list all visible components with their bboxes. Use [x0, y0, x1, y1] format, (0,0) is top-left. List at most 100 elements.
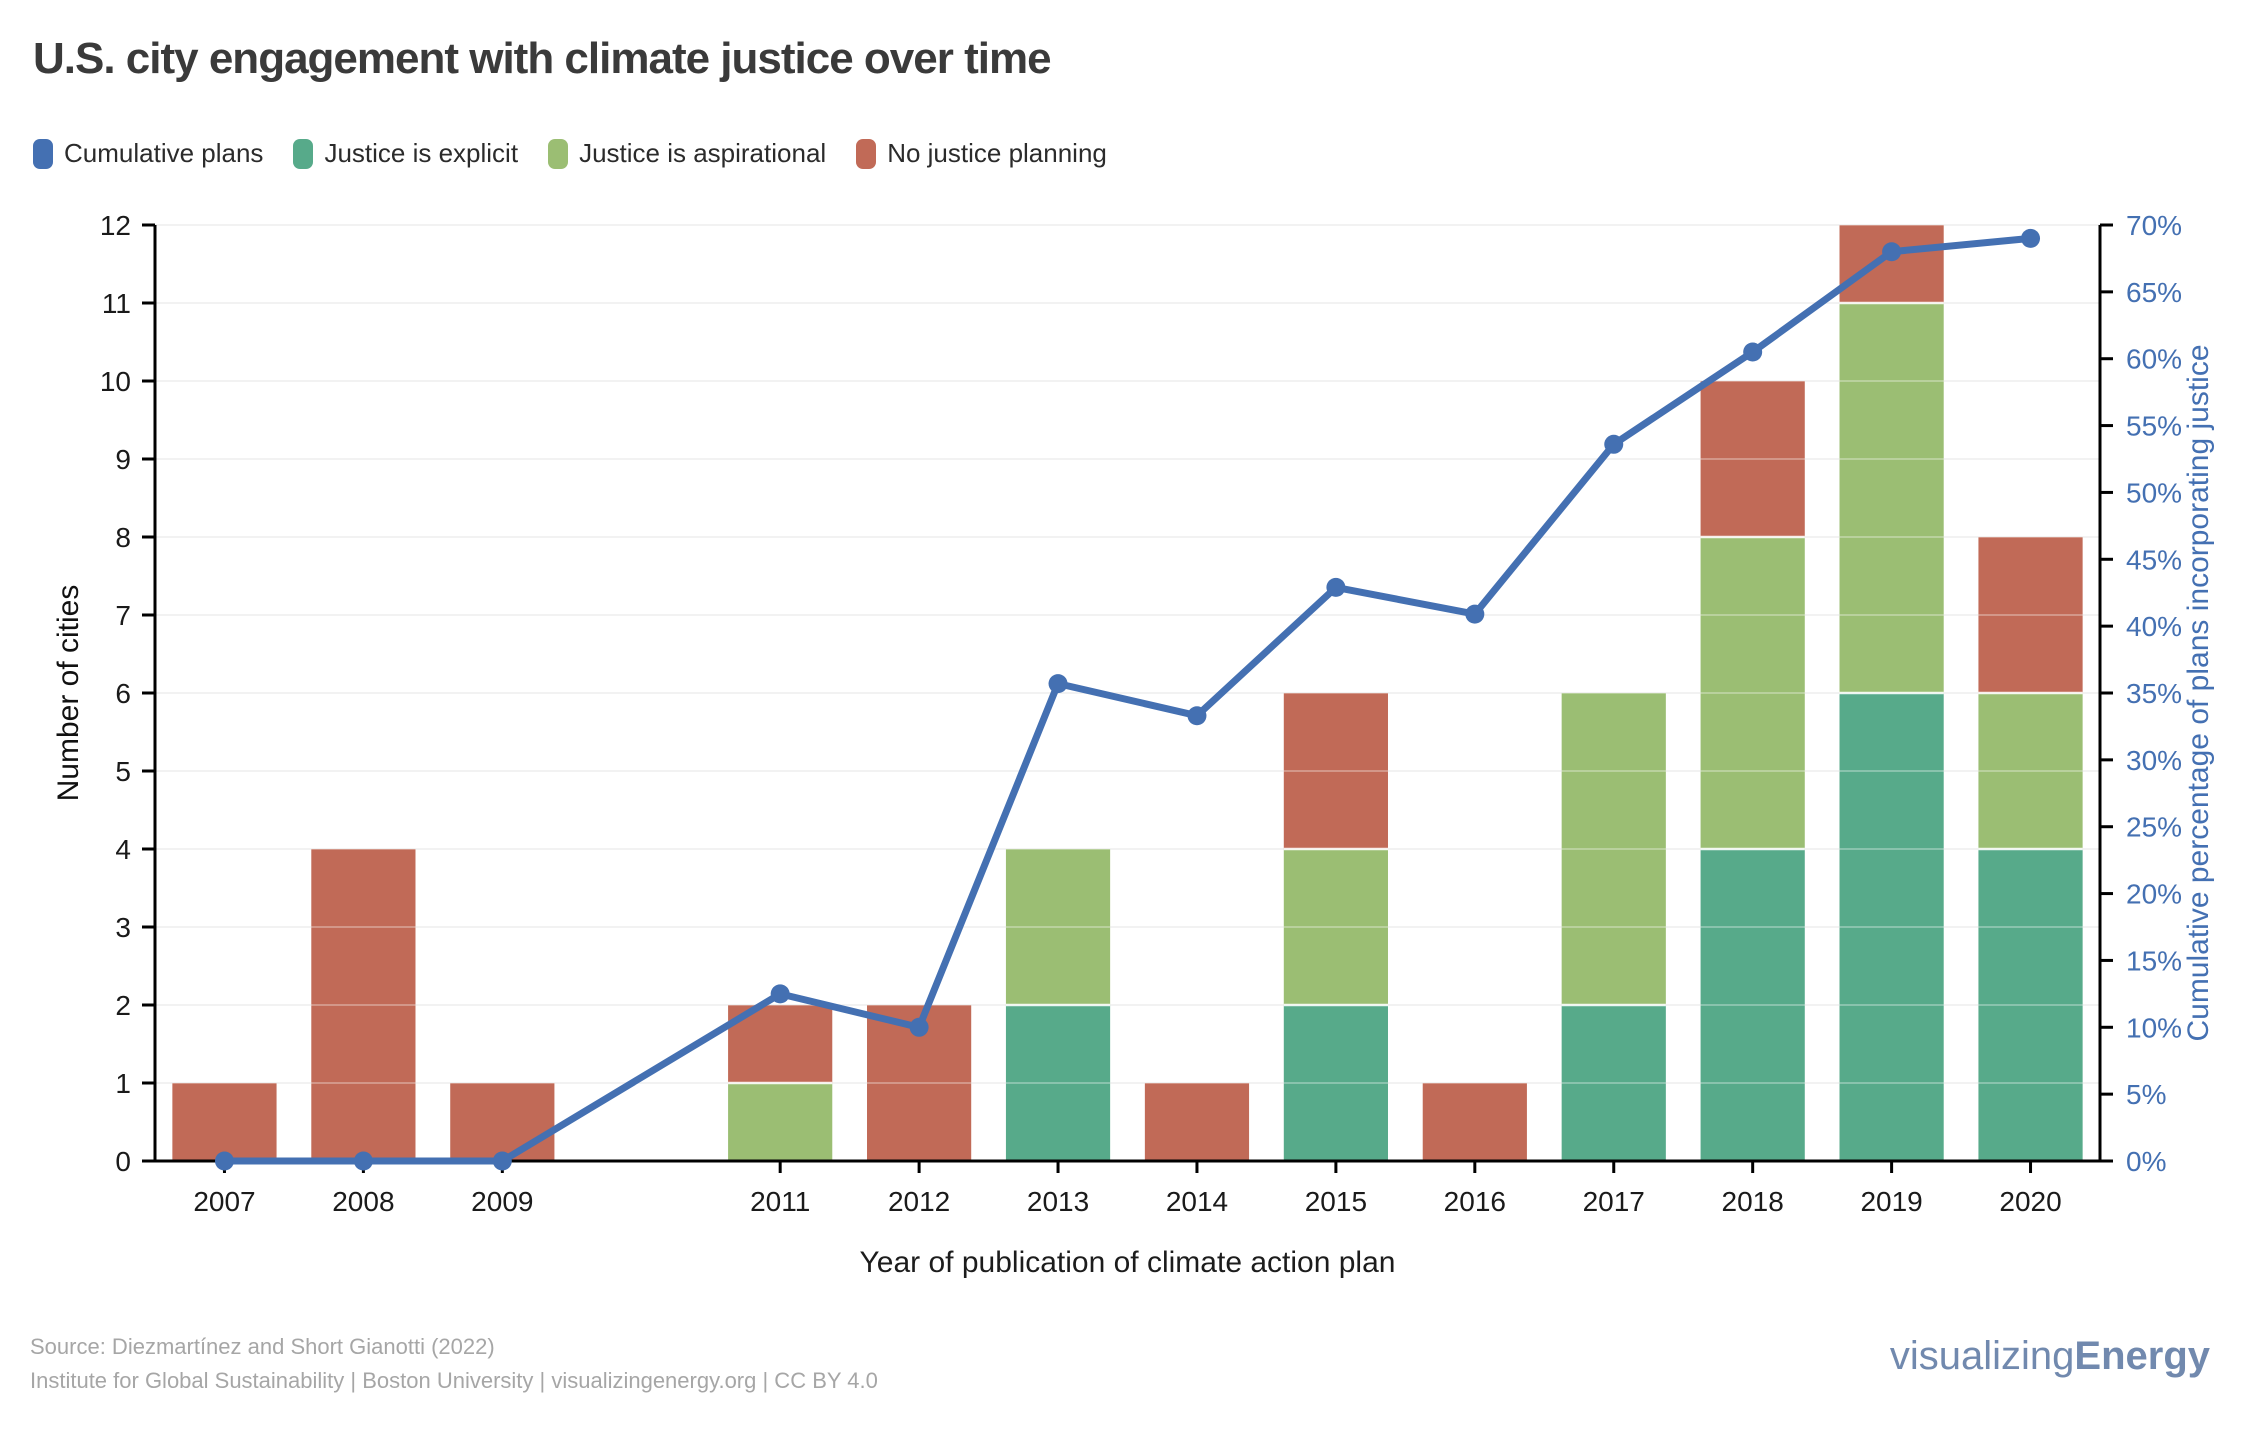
line-marker-2012 [909, 1017, 929, 1037]
bar-segment-2013-justice-is-explicit [1005, 1005, 1111, 1161]
bar-segment-2019-justice-is-aspirational [1839, 303, 1944, 693]
line-marker-2007 [214, 1151, 234, 1171]
x-axis-tick-label: 2015 [1305, 1186, 1367, 1217]
right-axis-tick-label: 35% [2126, 678, 2182, 709]
right-axis-tick-label: 30% [2126, 745, 2182, 776]
legend-label: Justice is explicit [324, 138, 519, 168]
line-marker-2011 [770, 984, 790, 1004]
left-axis-tick-label: 9 [115, 444, 131, 475]
bar-segment-2015-justice-is-explicit [1283, 1005, 1388, 1161]
line-marker-2019 [1882, 242, 1902, 262]
bar-segment-2015-justice-is-aspirational [1283, 849, 1388, 1005]
brand-logo: visualizingEnergy [1890, 1334, 2210, 1379]
line-marker-2017 [1604, 434, 1624, 454]
right-axis-tick-label: 0% [2126, 1146, 2166, 1177]
x-axis-tick-label: 2009 [471, 1186, 533, 1217]
right-axis-tick-label: 45% [2126, 544, 2182, 575]
legend-label: Cumulative plans [64, 138, 264, 168]
bar-segment-2008-no-justice-planning [311, 849, 416, 1161]
x-axis-tick-label: 2020 [1999, 1186, 2061, 1217]
bar-segment-2007-no-justice-planning [172, 1083, 277, 1161]
bar-segment-2017-justice-is-aspirational [1561, 693, 1666, 1005]
bar-segment-2018-justice-is-aspirational [1700, 537, 1805, 849]
x-axis-tick-label: 2016 [1444, 1186, 1506, 1217]
left-axis-tick-label: 4 [115, 834, 131, 865]
bar-segment-2011-justice-is-aspirational [728, 1083, 833, 1161]
line-marker-2015 [1326, 577, 1346, 597]
left-axis-tick-label: 1 [115, 1068, 131, 1099]
line-marker-2014 [1187, 706, 1207, 726]
bar-segment-2020-no-justice-planning [1978, 537, 2083, 693]
right-axis-tick-label: 60% [2126, 344, 2182, 375]
legend-item-cumulative-plans: Cumulative plans [33, 138, 263, 169]
bar-segment-2019-no-justice-planning [1839, 225, 1944, 303]
legend-swatch-icon [33, 138, 53, 169]
x-axis-tick-label: 2018 [1722, 1186, 1784, 1217]
legend-item-justice-is-explicit: Justice is explicit [293, 138, 518, 169]
brand-bold: Energy [2074, 1334, 2210, 1378]
right-axis-tick-label: 40% [2126, 611, 2182, 642]
left-axis-tick-label: 3 [115, 912, 131, 943]
bar-segment-2009-no-justice-planning [450, 1083, 555, 1161]
x-axis-tick-label: 2014 [1166, 1186, 1228, 1217]
bar-segment-2015-no-justice-planning [1283, 693, 1388, 849]
legend-label: No justice planning [887, 138, 1107, 168]
x-axis-tick-label: 2017 [1583, 1186, 1645, 1217]
x-axis-title: Year of publication of climate action pl… [860, 1246, 1396, 1279]
right-axis-tick-label: 65% [2126, 277, 2182, 308]
legend-item-no-justice-planning: No justice planning [856, 138, 1107, 169]
line-marker-2018 [1743, 342, 1763, 362]
bar-segment-2019-justice-is-explicit [1839, 693, 1944, 1161]
attribution-line: Institute for Global Sustainability | Bo… [30, 1368, 878, 1393]
line-marker-2008 [353, 1151, 373, 1171]
right-axis-tick-label: 5% [2126, 1079, 2166, 1110]
brand-light: visualizing [1889, 1334, 2075, 1378]
chart-title: U.S. city engagement with climate justic… [33, 34, 1052, 83]
x-axis-tick-label: 2007 [193, 1186, 255, 1217]
legend: Cumulative plans Justice is explicit Justi… [33, 138, 1107, 169]
line-marker-2013 [1048, 674, 1068, 694]
bar-segment-2020-justice-is-explicit [1978, 849, 2083, 1161]
bar-segment-2018-justice-is-explicit [1700, 849, 1805, 1161]
legend-label: Justice is aspirational [579, 138, 827, 168]
legend-swatch-icon [548, 138, 569, 169]
x-axis-tick-label: 2013 [1027, 1186, 1089, 1217]
right-axis-tick-label: 15% [2126, 945, 2182, 976]
right-axis-tick-label: 55% [2126, 411, 2182, 442]
bar-segment-2013-justice-is-aspirational [1005, 849, 1111, 1005]
right-axis-tick-label: 25% [2126, 812, 2182, 843]
left-axis-tick-label: 10 [100, 366, 131, 397]
left-axis-tick-label: 7 [115, 600, 131, 631]
right-axis-tick-label: 10% [2126, 1012, 2182, 1043]
line-marker-2020 [2021, 228, 2041, 248]
bar-segment-2020-justice-is-aspirational [1978, 693, 2083, 849]
x-axis-tick-label: 2008 [332, 1186, 394, 1217]
left-axis-tick-label: 6 [115, 678, 131, 709]
right-axis-tick-label: 70% [2126, 210, 2182, 241]
left-axis-tick-label: 12 [100, 210, 131, 241]
bar-segment-2014-no-justice-planning [1144, 1083, 1250, 1161]
source-footer: Source: Diezmartínez and Short Gianotti … [30, 1330, 878, 1398]
x-axis-tick-label: 2012 [888, 1186, 950, 1217]
left-axis-tick-label: 5 [115, 756, 131, 787]
left-axis-tick-label: 0 [115, 1146, 131, 1177]
x-axis-tick-label: 2011 [750, 1186, 810, 1217]
line-marker-2009 [492, 1151, 512, 1171]
source-line: Source: Diezmartínez and Short Gianotti … [30, 1334, 495, 1359]
left-axis-title: Number of cities [52, 585, 85, 802]
left-axis-tick-label: 2 [115, 990, 131, 1021]
legend-swatch-icon [856, 138, 877, 169]
right-axis-title: Cumulative percentage of plans incorpora… [2182, 344, 2215, 1041]
right-axis-tick-label: 50% [2126, 477, 2182, 508]
bar-segment-2016-no-justice-planning [1422, 1083, 1527, 1161]
x-axis-tick-label: 2019 [1860, 1186, 1922, 1217]
left-axis-tick-label: 11 [102, 288, 131, 319]
right-axis-tick-label: 20% [2126, 879, 2182, 910]
legend-swatch-icon [293, 138, 314, 169]
line-marker-2016 [1465, 604, 1485, 624]
bar-segment-2018-no-justice-planning [1700, 381, 1805, 537]
left-axis-tick-label: 8 [115, 522, 131, 553]
bar-segment-2017-justice-is-explicit [1561, 1005, 1666, 1161]
